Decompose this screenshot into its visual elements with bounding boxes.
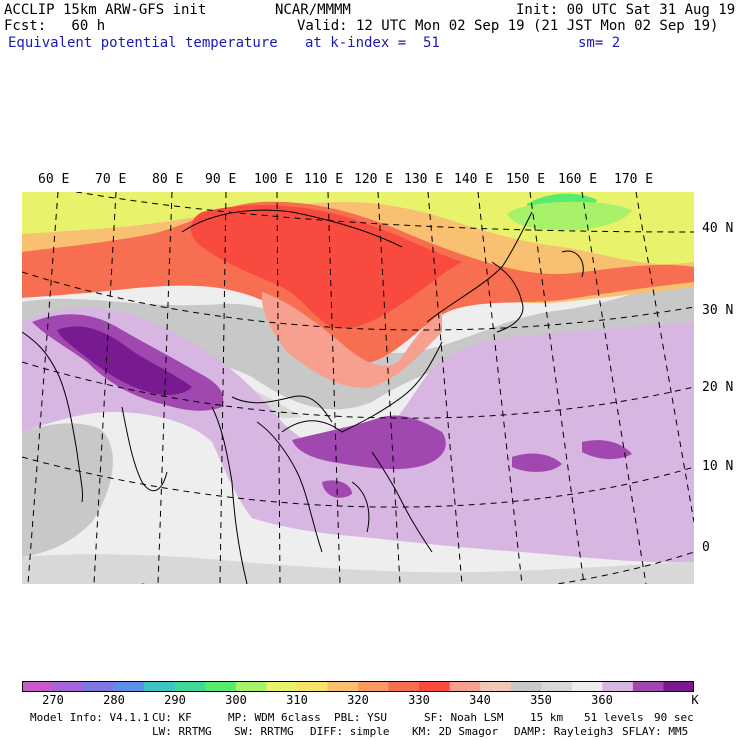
colorbar-tick-label: 290 [164,693,186,707]
lon-label: 80 E [152,172,184,187]
footer-damping: DAMP: Rayleigh3 [514,725,614,738]
colorbar-tick-label: 330 [408,693,430,707]
lon-label: 140 E [454,172,494,187]
lon-label: 100 E [254,172,294,187]
colorbar-swatch [205,681,237,692]
colorbar-swatch [113,681,145,692]
footer-levels: 51 levels [584,711,644,724]
footer-diffusion: DIFF: simple [310,725,390,738]
header-title: ACCLIP 15km ARW-GFS init [4,2,207,18]
colorbar-swatch [296,681,328,692]
field-365k-patch [582,440,632,460]
parallel-lines [22,192,694,584]
lon-label: 170 E [614,172,654,187]
footer-km: KM: 2D Smagor [412,725,499,738]
footer-timestep: 90 sec [654,711,694,724]
header-level: at k-index = 51 [305,35,440,51]
colorbar-swatch [510,681,542,692]
header-field-name: Equivalent potential temperature [8,35,278,51]
colorbar-swatch [83,681,115,692]
colorbar-tick-label: 280 [103,693,125,707]
colorbar-swatch [388,681,420,692]
lon-label: 130 E [404,172,444,187]
field-370k-core [57,326,192,395]
field-355k-band [22,554,694,584]
colorbar-unit: K [691,693,699,707]
colorbar-swatch [632,681,664,692]
colorbar-swatch [22,681,54,692]
colorbar-tick-label: 340 [469,693,491,707]
colorbar-swatch [52,681,84,692]
lat-label: 20 N [702,380,734,395]
colorbar-swatch [571,681,603,692]
lon-label: 90 E [205,172,237,187]
lon-label: 70 E [95,172,127,187]
colorbar-swatch [480,681,512,692]
field-365k-patch [512,453,562,472]
field-350k-band [22,272,694,410]
coastlines [22,209,584,584]
header-valid-time: Valid: 12 UTC Mon 02 Sep 19 (21 JST Mon … [297,18,719,34]
field-350k-patch [22,423,113,557]
lon-label: 150 E [506,172,546,187]
header-init-time: Init: 00 UTC Sat 31 Aug 19 [516,2,736,18]
footer-longwave: LW: RRTMG [152,725,212,738]
colorbar-tick-label: 310 [286,693,308,707]
colorbar-swatch [419,681,451,692]
lon-label: 120 E [354,172,394,187]
field-305k-patch [507,201,632,231]
header-forecast-hour: Fcst: 60 h [4,18,106,34]
colorbar-tick-label: 270 [42,693,64,707]
colorbar-swatch [266,681,298,692]
footer-pbl: PBL: YSU [334,711,387,724]
footer-resolution: 15 km [530,711,564,724]
colorbar-tick-label: 360 [591,693,613,707]
colorbar-swatch [174,681,206,692]
colorbar-swatch [235,681,267,692]
lat-label: 10 N [702,459,734,474]
colorbar-tick-label: 350 [530,693,552,707]
lon-label: 160 E [558,172,598,187]
header-smoothing: sm= 2 [578,35,621,51]
footer-surface-layer: SFLAY: MM5 [622,725,689,738]
lat-label: 40 N [702,221,734,236]
footer-surface: SF: Noah LSM [424,711,504,724]
colorbar [22,681,694,692]
colorbar-swatch [602,681,634,692]
lat-label: 30 N [702,303,734,318]
colorbar-swatch [663,681,694,692]
footer-microphysics: MP: WDM 6class [228,711,321,724]
colorbar-swatch [144,681,176,692]
lon-label: 110 E [304,172,344,187]
theta-e-map [22,192,694,584]
colorbar-tick-label: 300 [225,693,247,707]
header-center: NCAR/MMMM [275,2,351,18]
footer-shortwave: SW: RRTMG [234,725,294,738]
colorbar-swatch [449,681,481,692]
field-335k-region [190,205,462,329]
colorbar-swatch [358,681,390,692]
lat-label: 0 [702,540,710,555]
field-365k-region [292,415,446,470]
meridian-lines [27,192,694,584]
footer-cumulus: CU: KF [152,711,192,724]
colorbar-tick-label: 320 [347,693,369,707]
colorbar-swatch [541,681,573,692]
colorbar-swatch [327,681,359,692]
lon-label: 60 E [38,172,70,187]
footer-model-info: Model Info: V4.1.1 [30,711,150,724]
colorbar-border [22,681,694,692]
field-340k-region [261,292,442,388]
